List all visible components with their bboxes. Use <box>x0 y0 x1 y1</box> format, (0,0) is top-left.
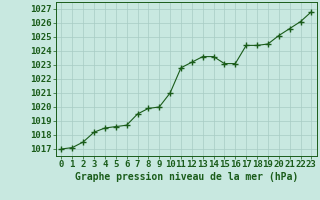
X-axis label: Graphe pression niveau de la mer (hPa): Graphe pression niveau de la mer (hPa) <box>75 172 298 182</box>
